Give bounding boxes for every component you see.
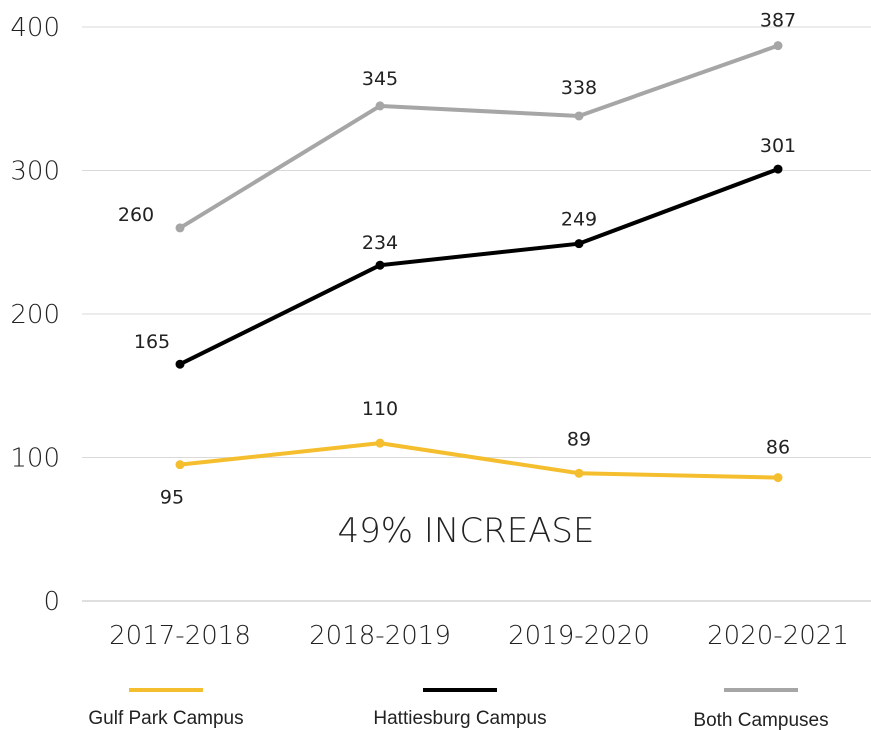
series-line (178, 43, 780, 230)
series-line (178, 441, 780, 480)
data-point (574, 239, 584, 249)
gridlines (82, 26, 871, 602)
data-point (375, 438, 385, 448)
data-label: 95 (160, 487, 184, 509)
y-tick-label: 0 (43, 587, 60, 617)
y-tick-label: 100 (10, 444, 60, 474)
data-label: 110 (362, 398, 398, 420)
data-label: 338 (561, 77, 597, 99)
x-tick-label: 2020-2021 (707, 621, 849, 651)
x-tick-label: 2018-2019 (309, 621, 451, 651)
data-point (175, 223, 185, 233)
data-point (574, 468, 584, 478)
data-point (773, 473, 783, 483)
increase-annotation: 49% INCREASE (337, 511, 594, 551)
y-tick-label: 300 (10, 157, 60, 187)
y-tick-label: 400 (10, 13, 60, 43)
legend-label: Gulf Park Campus (88, 708, 243, 729)
data-label: 345 (362, 68, 398, 90)
data-point (175, 359, 185, 369)
data-label: 86 (766, 437, 790, 459)
x-tick-label: 2017-2018 (109, 621, 251, 651)
y-tick-label: 200 (10, 300, 60, 330)
legend-label: Both Campuses (693, 710, 828, 730)
data-point (773, 164, 783, 174)
y-axis-ticks: 0 100 200 300 400 (10, 13, 60, 617)
data-point (175, 460, 185, 470)
data-point (574, 111, 584, 121)
x-tick-label: 2019-2020 (508, 621, 650, 651)
data-point (375, 101, 385, 111)
legend: Gulf Park Campus Hattiesburg Campus Both C… (88, 688, 829, 730)
data-labels: 95 110 89 86 165 234 249 301 260 345 338 387 (118, 10, 796, 509)
data-label: 249 (561, 209, 597, 231)
data-label: 234 (362, 232, 398, 254)
x-axis-ticks: 2017-2018 2018-2019 2019-2020 2020-2021 (109, 621, 849, 651)
legend-label: Hattiesburg Campus (373, 708, 546, 729)
data-label: 165 (134, 331, 170, 353)
data-label: 260 (118, 204, 154, 226)
data-point (375, 260, 385, 270)
data-label: 301 (760, 135, 796, 157)
data-label: 387 (760, 10, 796, 32)
data-label: 89 (567, 428, 591, 450)
series-lines (175, 41, 783, 483)
series-line (178, 167, 780, 367)
data-point (773, 41, 783, 51)
